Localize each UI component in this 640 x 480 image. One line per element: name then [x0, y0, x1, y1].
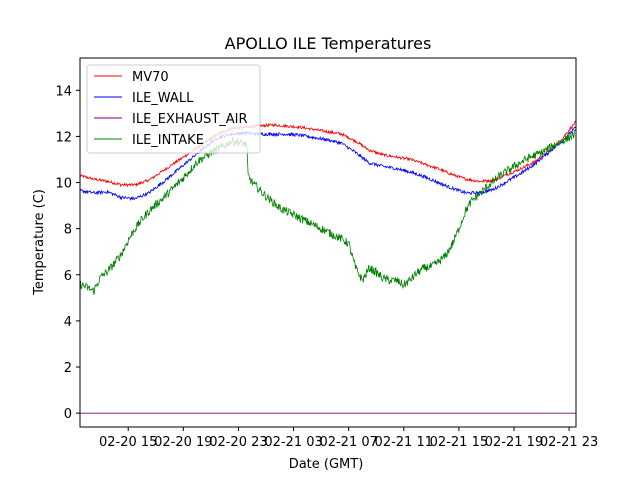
plot-frame: [79, 57, 577, 428]
chart-title: APOLLO ILE Temperatures: [225, 34, 432, 53]
x-tick-label: 02-21 03: [264, 435, 322, 450]
legend-label-ile-intake: ILE_INTAKE: [132, 133, 204, 148]
y-tick-label: 8: [64, 223, 72, 238]
legend-box: [86, 64, 261, 154]
x-tick-label: 02-21 07: [319, 435, 377, 450]
y-tick-label: 14: [55, 84, 72, 99]
y-axis-label: Temperature (C): [32, 189, 47, 296]
x-tick-label: 02-21 11: [375, 435, 433, 450]
series-line-ile-wall: [79, 126, 577, 202]
x-tick-label: 02-21 19: [485, 435, 543, 450]
legend-label-mv70: MV70: [132, 70, 169, 85]
x-tick-label: 02-20 19: [154, 435, 212, 450]
legend: MV70 ILE_WALL ILE_EXHAUST_AIR ILE_INTAKE: [86, 64, 261, 154]
y-tick-label: 6: [64, 269, 72, 284]
series-layer: [79, 119, 577, 414]
y-axis: 0 2 4 6 8 10 12 14: [55, 84, 80, 422]
x-tick-label: 02-21 23: [540, 435, 598, 450]
y-tick-label: 2: [64, 361, 72, 376]
legend-label-ile-wall: ILE_WALL: [132, 91, 194, 106]
y-tick-label: 4: [64, 315, 72, 330]
x-axis-label: Date (GMT): [289, 457, 364, 472]
y-tick-label: 12: [55, 130, 72, 145]
y-tick-label: 10: [55, 177, 72, 192]
x-tick-label: 02-20 23: [209, 435, 267, 450]
x-tick-label: 02-20 15: [99, 435, 157, 450]
y-tick-label: 0: [64, 407, 72, 422]
legend-label-ile-exhaust-air: ILE_EXHAUST_AIR: [132, 112, 248, 127]
series-line-ile-intake: [79, 128, 577, 295]
x-tick-label: 02-21 15: [430, 435, 488, 450]
